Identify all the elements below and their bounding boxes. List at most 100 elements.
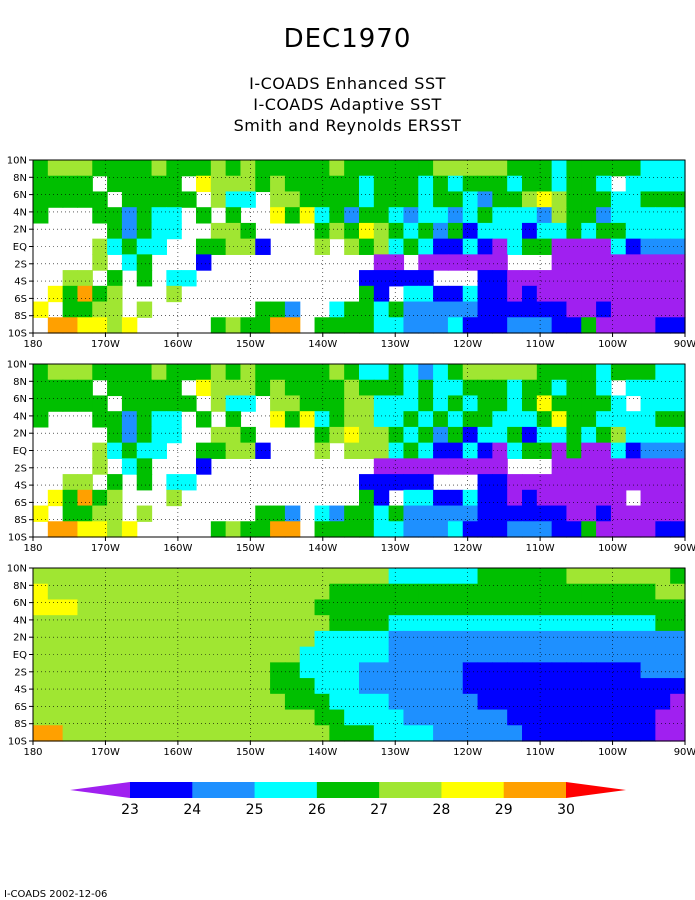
sst-cell bbox=[299, 678, 316, 695]
sst-cell bbox=[196, 379, 212, 397]
sst-cell bbox=[403, 238, 419, 255]
sst-cell bbox=[536, 693, 553, 711]
sst-cell bbox=[136, 505, 153, 522]
sst-cell bbox=[655, 521, 671, 538]
sst-cell bbox=[121, 254, 138, 271]
sst-cell bbox=[655, 725, 671, 742]
sst-cell bbox=[210, 725, 227, 742]
x-tick-label: 170W bbox=[91, 339, 120, 350]
sst-cell bbox=[536, 630, 553, 648]
sst-cell bbox=[596, 238, 612, 255]
sst-cell bbox=[477, 301, 493, 318]
sst-cell bbox=[284, 521, 301, 538]
sst-cell bbox=[33, 379, 49, 397]
sst-cell bbox=[551, 646, 568, 663]
sst-cell bbox=[640, 693, 656, 711]
y-tick-label: 8S bbox=[14, 311, 27, 322]
sst-cell bbox=[403, 191, 419, 208]
sst-cell bbox=[373, 191, 390, 208]
sst-cell bbox=[359, 709, 375, 726]
sst-cell bbox=[625, 285, 642, 303]
sst-cell bbox=[62, 568, 79, 585]
sst-cell bbox=[373, 301, 390, 318]
sst-cell bbox=[166, 646, 182, 663]
sst-cell bbox=[62, 725, 79, 742]
colorbar-arrow-low bbox=[70, 782, 130, 798]
sst-cell bbox=[536, 505, 553, 522]
sst-cell bbox=[240, 222, 256, 240]
sst-cell bbox=[284, 160, 301, 177]
sst-cell bbox=[240, 709, 256, 726]
x-tick-label: 130W bbox=[381, 543, 410, 554]
sst-cell bbox=[477, 254, 493, 271]
sst-cell bbox=[181, 583, 197, 601]
sst-cell bbox=[640, 646, 656, 663]
sst-cell bbox=[655, 583, 671, 601]
sst-cell bbox=[581, 521, 597, 538]
sst-cell bbox=[270, 583, 286, 601]
sst-cell bbox=[640, 630, 656, 648]
sst-cell bbox=[433, 599, 449, 616]
sst-cell bbox=[447, 583, 464, 601]
sst-cell bbox=[640, 411, 656, 428]
sst-cell bbox=[536, 285, 553, 303]
sst-cell bbox=[507, 317, 523, 334]
colorbar-arrow-high bbox=[566, 782, 626, 798]
sst-cell bbox=[447, 175, 464, 193]
sst-cell bbox=[373, 474, 390, 491]
sst-cell bbox=[33, 693, 49, 711]
sst-cell bbox=[107, 411, 123, 428]
sst-cell bbox=[329, 222, 345, 240]
sst-cell bbox=[507, 630, 523, 648]
sst-cell bbox=[492, 191, 508, 208]
sst-cell bbox=[359, 725, 375, 742]
sst-cell bbox=[314, 615, 330, 632]
sst-cell bbox=[270, 301, 286, 318]
sst-cell bbox=[373, 254, 390, 271]
sst-cell bbox=[388, 709, 405, 726]
sst-cell bbox=[107, 505, 123, 522]
sst-cell bbox=[121, 364, 138, 381]
sst-cell bbox=[359, 693, 375, 711]
sst-cell bbox=[210, 662, 227, 679]
sst-cell bbox=[373, 285, 390, 303]
sst-cell bbox=[47, 630, 64, 648]
sst-cell bbox=[255, 175, 271, 193]
sst-cell bbox=[166, 678, 182, 695]
sst-cell bbox=[359, 222, 375, 240]
sst-cell bbox=[655, 411, 671, 428]
sst-cell bbox=[344, 379, 360, 397]
sst-cell bbox=[418, 270, 434, 287]
sst-cell bbox=[388, 238, 405, 255]
sst-cell bbox=[33, 615, 49, 632]
sst-cell bbox=[388, 191, 405, 208]
x-tick-label: 130W bbox=[381, 747, 410, 758]
sst-cell bbox=[107, 521, 123, 538]
sst-cell bbox=[670, 442, 686, 459]
sst-cell bbox=[670, 364, 686, 381]
sst-cell bbox=[77, 662, 93, 679]
sst-cell bbox=[596, 458, 612, 475]
sst-cell bbox=[62, 630, 79, 648]
sst-cell bbox=[403, 160, 419, 177]
sst-cell bbox=[77, 474, 93, 491]
y-tick-label: 4N bbox=[13, 411, 27, 422]
sst-cell bbox=[536, 725, 553, 742]
sst-cell bbox=[581, 285, 597, 303]
sst-cell bbox=[47, 693, 64, 711]
sst-cell bbox=[136, 599, 153, 616]
sst-cell bbox=[373, 395, 390, 412]
sst-cell bbox=[610, 238, 627, 255]
sst-cell bbox=[196, 599, 212, 616]
sst-cell bbox=[77, 317, 93, 334]
sst-cell bbox=[166, 160, 182, 177]
sst-cell bbox=[640, 474, 656, 491]
sst-cell bbox=[566, 317, 582, 334]
sst-cell bbox=[255, 615, 271, 632]
sst-cell bbox=[373, 458, 390, 475]
sst-cell bbox=[388, 599, 405, 616]
sst-cell bbox=[314, 395, 330, 412]
sst-cell bbox=[225, 238, 242, 255]
sst-cell bbox=[47, 678, 64, 695]
sst-cell bbox=[610, 599, 627, 616]
